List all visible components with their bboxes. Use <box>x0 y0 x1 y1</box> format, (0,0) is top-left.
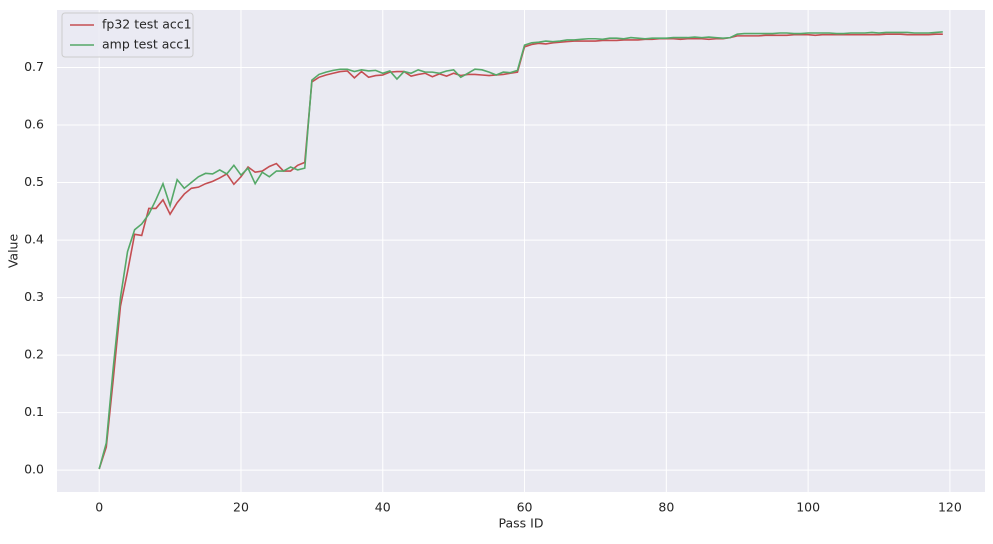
legend-label: fp32 test acc1 <box>102 17 192 32</box>
plot-area <box>57 10 985 492</box>
y-tick-label: 0.6 <box>24 117 44 132</box>
legend-label: amp test acc1 <box>102 37 191 52</box>
x-tick-label: 20 <box>233 500 249 515</box>
x-tick-label: 0 <box>95 500 103 515</box>
x-tick-label: 40 <box>375 500 391 515</box>
y-tick-label: 0.1 <box>24 404 44 419</box>
x-tick-label: 100 <box>796 500 820 515</box>
x-axis-label: Pass ID <box>499 516 544 531</box>
y-tick-label: 0.0 <box>24 462 44 477</box>
y-tick-label: 0.7 <box>24 59 44 74</box>
series-line <box>98 31 943 470</box>
y-axis-label: Value <box>6 234 21 269</box>
x-tick-label: 80 <box>658 500 674 515</box>
y-tick-label: 0.3 <box>24 289 44 304</box>
x-tick-label: 60 <box>517 500 533 515</box>
legend-box <box>61 12 194 58</box>
y-tick-label: 0.4 <box>24 232 44 247</box>
y-tick-label: 0.2 <box>24 347 44 362</box>
x-tick-label: 120 <box>938 500 962 515</box>
y-tick-label: 0.5 <box>24 174 44 189</box>
